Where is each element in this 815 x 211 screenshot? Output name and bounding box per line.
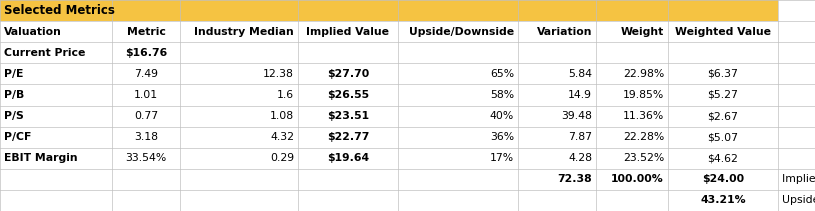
Text: 1.01: 1.01 — [134, 90, 158, 100]
Bar — [0, 84, 815, 106]
Bar — [0, 21, 815, 42]
Text: $22.77: $22.77 — [327, 132, 369, 142]
Text: $23.51: $23.51 — [327, 111, 369, 121]
Text: Weight: Weight — [621, 27, 664, 37]
Text: 4.32: 4.32 — [270, 132, 294, 142]
Bar — [0, 190, 815, 211]
Text: 40%: 40% — [490, 111, 514, 121]
Text: 39.48: 39.48 — [561, 111, 592, 121]
Text: 19.85%: 19.85% — [623, 90, 664, 100]
Text: P/S: P/S — [4, 111, 24, 121]
Text: $27.70: $27.70 — [327, 69, 369, 79]
Text: 4.28: 4.28 — [568, 153, 592, 163]
Text: 72.38: 72.38 — [557, 174, 592, 184]
Text: Current Price: Current Price — [4, 48, 86, 58]
Text: Industry Median: Industry Median — [194, 27, 294, 37]
Bar — [0, 63, 815, 84]
Text: $26.55: $26.55 — [327, 90, 369, 100]
Text: 43.21%: 43.21% — [700, 195, 746, 206]
Text: $5.07: $5.07 — [707, 132, 738, 142]
Text: 65%: 65% — [490, 69, 514, 79]
Bar — [0, 0, 815, 21]
Text: 33.54%: 33.54% — [126, 153, 166, 163]
Text: P/CF: P/CF — [4, 132, 31, 142]
Text: 36%: 36% — [490, 132, 514, 142]
Text: 1.08: 1.08 — [270, 111, 294, 121]
Text: $4.62: $4.62 — [707, 153, 738, 163]
Text: 58%: 58% — [490, 90, 514, 100]
Text: Upside/Downside: Upside/Downside — [782, 195, 815, 206]
Text: 22.28%: 22.28% — [623, 132, 664, 142]
Text: Metric: Metric — [126, 27, 165, 37]
Text: 0.29: 0.29 — [270, 153, 294, 163]
Text: P/E: P/E — [4, 69, 24, 79]
Text: Selected Metrics: Selected Metrics — [4, 4, 115, 17]
Text: Variation: Variation — [536, 27, 592, 37]
Bar — [0, 0, 778, 21]
Text: $2.67: $2.67 — [707, 111, 738, 121]
Text: 0.77: 0.77 — [134, 111, 158, 121]
Text: EBIT Margin: EBIT Margin — [4, 153, 77, 163]
Text: $19.64: $19.64 — [327, 153, 369, 163]
Text: $24.00: $24.00 — [702, 174, 744, 184]
Text: 12.38: 12.38 — [263, 69, 294, 79]
Text: Implied Price: Implied Price — [782, 174, 815, 184]
Bar — [0, 169, 815, 190]
Text: Valuation: Valuation — [4, 27, 62, 37]
Text: 100.00%: 100.00% — [611, 174, 664, 184]
Text: $16.76: $16.76 — [125, 48, 167, 58]
Text: 22.98%: 22.98% — [623, 69, 664, 79]
Text: $5.27: $5.27 — [707, 90, 738, 100]
Text: 1.6: 1.6 — [277, 90, 294, 100]
Text: 7.49: 7.49 — [134, 69, 158, 79]
Text: 23.52%: 23.52% — [623, 153, 664, 163]
Text: 7.87: 7.87 — [568, 132, 592, 142]
Text: P/B: P/B — [4, 90, 24, 100]
Text: Upside/Downside: Upside/Downside — [409, 27, 514, 37]
Bar — [0, 127, 815, 148]
Text: 17%: 17% — [490, 153, 514, 163]
Text: Weighted Value: Weighted Value — [675, 27, 771, 37]
Text: 5.84: 5.84 — [568, 69, 592, 79]
Text: 11.36%: 11.36% — [623, 111, 664, 121]
Bar — [0, 106, 815, 127]
Text: Implied Value: Implied Value — [306, 27, 390, 37]
Text: $6.37: $6.37 — [707, 69, 738, 79]
Bar — [0, 148, 815, 169]
Bar — [0, 42, 815, 63]
Text: 3.18: 3.18 — [134, 132, 158, 142]
Text: 14.9: 14.9 — [568, 90, 592, 100]
